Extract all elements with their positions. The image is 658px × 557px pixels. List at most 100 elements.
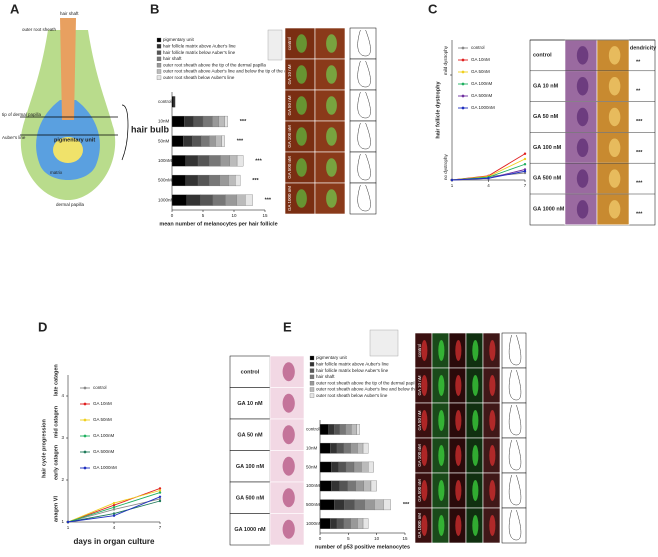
- bar-segment: [361, 461, 369, 473]
- micrograph-detail: [576, 169, 589, 188]
- dermal-papilla-shape: [53, 137, 83, 163]
- legend-label: outer root sheath above Auber's line and…: [163, 69, 312, 74]
- legend-marker: [461, 70, 465, 74]
- bar-segment: [368, 461, 374, 473]
- y-level-label: late catagen: [53, 364, 59, 396]
- legend-label: GA 50nM: [471, 69, 490, 74]
- series-marker: [523, 163, 527, 166]
- micrograph-label: GA 1000 nM: [417, 513, 422, 538]
- legend-marker: [83, 386, 87, 390]
- micrograph-detail: [438, 410, 445, 431]
- micrograph-detail: [489, 340, 496, 361]
- x-tick-label: 1: [67, 525, 70, 530]
- micrograph-detail: [455, 445, 462, 466]
- micrograph-label: control: [241, 369, 260, 375]
- micrograph-label: control: [287, 37, 292, 51]
- micrograph-detail: [326, 96, 337, 115]
- micrograph: [284, 58, 316, 91]
- micrograph-label: GA 10 nM: [237, 401, 263, 407]
- micrograph-detail: [608, 138, 621, 158]
- micrograph-detail: [455, 410, 462, 431]
- micrograph-detail: [296, 96, 307, 115]
- y-tick-label: 1000nM: [158, 197, 175, 202]
- diagram-label: dermal papilla: [56, 202, 85, 207]
- label-cell: [229, 513, 271, 546]
- micrograph-detail: [282, 519, 295, 539]
- diagram-label: tip of dermal papilla: [2, 112, 42, 117]
- micrograph-detail: [608, 107, 621, 127]
- legend-swatch: [156, 50, 162, 55]
- bar-segment: [215, 135, 222, 147]
- y-tick-label: 500nM: [306, 502, 320, 507]
- bar-segment: [202, 115, 213, 128]
- significance-label: ***: [255, 158, 262, 164]
- follicle-outline: [357, 91, 371, 119]
- outline-cell: [349, 151, 377, 184]
- legend-label: hair shaft: [163, 56, 182, 61]
- bar-segment: [236, 155, 244, 167]
- bar-segment: [344, 499, 355, 511]
- micrograph-detail: [489, 375, 496, 396]
- label-cell: [229, 450, 271, 483]
- bar-segment: [245, 194, 253, 206]
- bar-segment: [336, 518, 344, 529]
- outline-cell: [501, 402, 527, 439]
- bar-segment: [319, 442, 331, 454]
- series-marker: [523, 171, 527, 175]
- bar-segment: [353, 461, 362, 473]
- series-marker: [523, 168, 527, 171]
- legend-marker: [83, 466, 87, 470]
- x-tick-label: 4: [113, 525, 116, 530]
- x-tick-label: 15: [262, 213, 268, 218]
- bar-segment: [343, 442, 351, 454]
- x-tick-label: 7: [159, 525, 162, 530]
- y-tick-label: 1000nM: [306, 521, 323, 526]
- micrograph-detail: [326, 158, 337, 177]
- label-cell: [229, 355, 271, 388]
- diagram-label: outer root sheath: [22, 27, 57, 32]
- micrograph-detail: [438, 480, 445, 501]
- micrograph-detail: [282, 393, 295, 413]
- outline-cell: [501, 332, 527, 369]
- micrograph-detail: [421, 410, 428, 431]
- series-marker: [112, 508, 116, 511]
- micrograph-detail: [455, 375, 462, 396]
- outline-cell: [501, 507, 527, 544]
- bar-segment: [319, 518, 331, 529]
- series-marker: [450, 178, 454, 182]
- series-marker: [487, 177, 490, 180]
- x-tick-label: 7: [524, 183, 527, 188]
- legend-label: GA 1000nM: [93, 465, 117, 470]
- follicle-outline: [508, 509, 522, 541]
- bar-segment: [350, 442, 358, 454]
- micrograph-detail: [472, 410, 479, 431]
- legend-label: pigmentary unit: [316, 355, 348, 360]
- legend-marker: [461, 46, 465, 50]
- bar-segment: [218, 115, 225, 128]
- dendricity-score: **: [636, 88, 641, 94]
- series-marker: [158, 487, 162, 490]
- inset-diagram: [267, 29, 283, 61]
- micrograph-detail: [576, 200, 589, 219]
- bar-segment: [338, 461, 347, 473]
- micrograph-detail: [421, 515, 428, 536]
- bar-segment: [220, 155, 230, 167]
- micrograph-detail: [296, 189, 307, 208]
- micrograph-label: GA 100 nM: [236, 464, 265, 470]
- bar-segment: [192, 135, 202, 147]
- micrograph-detail: [421, 340, 428, 361]
- micrograph-detail: [326, 127, 337, 146]
- panel-label: D: [38, 319, 47, 334]
- bar-segment: [228, 174, 236, 187]
- bar-segment: [336, 442, 344, 454]
- y-tick-label: mild dystrophy: [443, 45, 448, 75]
- y-tick-label: 50nM: [158, 138, 170, 143]
- panel-label: B: [150, 1, 159, 16]
- x-tick-label: 10: [231, 213, 237, 218]
- micrograph-detail: [608, 200, 621, 219]
- label-cell: [229, 387, 271, 420]
- legend-label: hair follicle matrix below Auber's line: [316, 368, 389, 373]
- bar-segment: [351, 424, 357, 435]
- legend-swatch: [309, 362, 315, 367]
